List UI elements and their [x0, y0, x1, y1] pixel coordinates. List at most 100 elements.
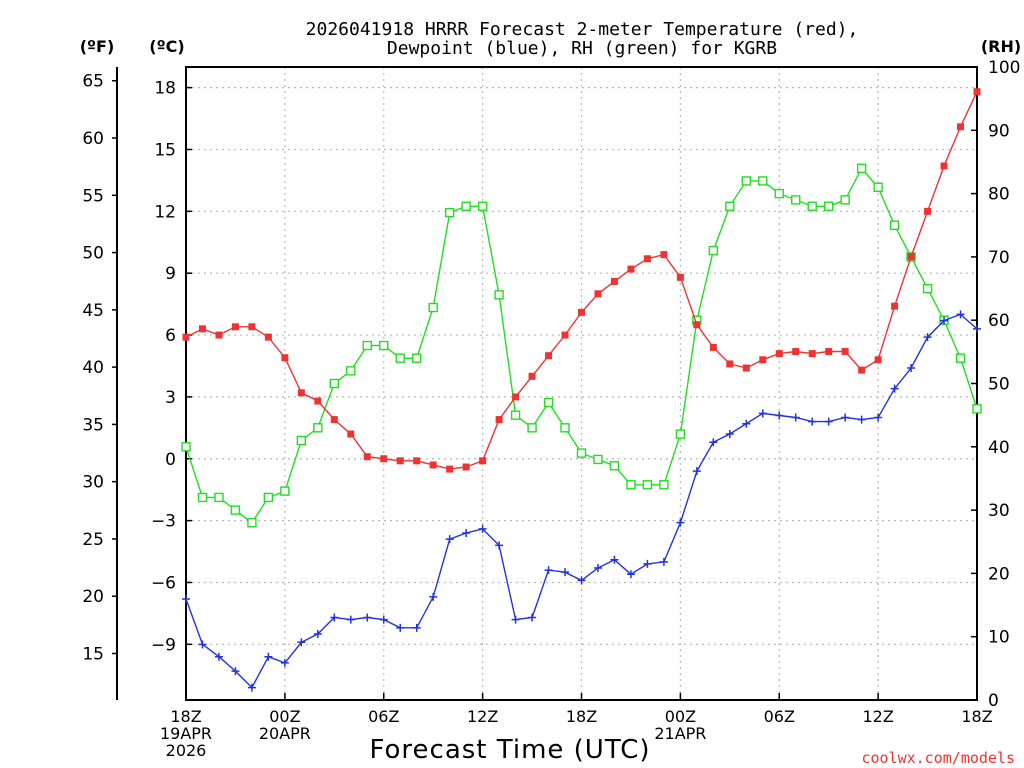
- temperature-point: [825, 348, 833, 356]
- fahrenheit-tick-label: 65: [82, 72, 104, 92]
- dewpoint-point: [808, 417, 817, 426]
- celsius-tick-label: 3: [165, 388, 176, 408]
- dewpoint-point: [824, 417, 833, 426]
- temperature-point: [957, 123, 965, 131]
- temperature-point: [610, 277, 618, 285]
- rh-unit-label: (RH): [981, 37, 1021, 56]
- rh-tick-label: 0: [988, 691, 999, 711]
- dewpoint-point: [956, 310, 965, 319]
- celsius-tick-label: −9: [151, 635, 176, 655]
- dewpoint-point: [692, 467, 701, 476]
- x-tick-label: 00Z: [665, 707, 696, 726]
- temperature-point: [495, 416, 503, 424]
- rh-ticks: 0 10 20 30 40 50 60 70 80 90 100: [971, 58, 1020, 711]
- temperature-line: [185, 91, 978, 470]
- fahrenheit-tick-label: 50: [82, 244, 104, 264]
- dewpoint-point: [330, 613, 339, 622]
- rh-point: [428, 302, 438, 313]
- celsius-tick-label: 12: [154, 202, 176, 222]
- rh-point: [576, 448, 587, 458]
- x-axis-label: Forecast Time (UTC): [369, 735, 650, 765]
- temperature-point: [512, 393, 520, 401]
- rh-point: [840, 195, 850, 205]
- temperature-point: [561, 331, 569, 339]
- x-tick-label: 06Z: [368, 707, 399, 726]
- rh-point: [280, 486, 290, 496]
- dewpoint-point: [791, 413, 800, 422]
- rh-point: [659, 480, 669, 490]
- fahrenheit-ticks: 15 20 25 30 35 40 45 50 55 60 65: [82, 72, 117, 664]
- temperature-point: [841, 348, 849, 356]
- rh-point: [395, 353, 405, 363]
- temperature-point: [808, 350, 816, 358]
- temperature-point: [429, 461, 437, 469]
- rh-tick-label: 20: [988, 564, 1010, 584]
- temperature-point: [907, 253, 915, 261]
- temperature-point: [248, 323, 256, 331]
- celsius-unit-label: (ºC): [149, 37, 184, 56]
- rh-point: [758, 176, 768, 186]
- dewpoint-point: [478, 524, 487, 533]
- temperature-point: [676, 273, 684, 281]
- dewpoint-point: [940, 316, 949, 325]
- rh-point: [807, 201, 817, 211]
- celsius-tick-label: 18: [154, 79, 176, 99]
- temperature-point: [924, 207, 932, 215]
- temperature-point: [775, 350, 783, 358]
- chart-title-line1: 2026041918 HRRR Forecast 2-meter Tempera…: [306, 19, 859, 40]
- temperature-point: [462, 463, 470, 471]
- rh-point: [543, 397, 554, 408]
- celsius-tick-label: 6: [165, 326, 176, 346]
- rh-point: [889, 220, 900, 230]
- dewpoint-point: [346, 615, 355, 624]
- dewpoint-point: [264, 652, 273, 661]
- temperature-point: [660, 251, 668, 259]
- dewpoint-point: [593, 564, 602, 573]
- dewpoint-point: [742, 419, 751, 428]
- celsius-tick-label: 15: [154, 140, 176, 160]
- temperature-point: [314, 397, 322, 405]
- series-rh: [181, 163, 982, 528]
- temperature-point: [627, 265, 635, 273]
- rh-point: [263, 492, 274, 503]
- dewpoint-point: [659, 557, 668, 566]
- dewpoint-point: [247, 683, 256, 692]
- temperature-point: [792, 348, 800, 356]
- fahrenheit-tick-label: 40: [82, 358, 104, 378]
- rh-point: [444, 207, 455, 218]
- rh-point: [362, 340, 372, 351]
- fahrenheit-tick-label: 25: [82, 530, 104, 550]
- dewpoint-point: [890, 384, 899, 393]
- temperature-point: [940, 162, 948, 170]
- dewpoint-point: [544, 566, 553, 575]
- dewpoint-point: [462, 528, 471, 537]
- rh-point: [791, 195, 801, 205]
- rh-tick-label: 100: [988, 58, 1020, 78]
- rh-point: [708, 245, 719, 256]
- x-tick-label: 12Z: [862, 707, 893, 726]
- rh-point: [774, 188, 784, 199]
- temperature-point: [297, 389, 305, 397]
- dewpoint-point: [725, 430, 734, 439]
- temperature-point: [281, 354, 289, 362]
- dewpoint-point: [495, 541, 504, 550]
- dewpoint-point: [907, 364, 916, 373]
- dewpoint-point: [396, 623, 405, 632]
- dewpoint-point: [610, 555, 619, 564]
- temperature-point: [594, 290, 602, 298]
- dewpoint-point: [528, 613, 537, 622]
- rh-point: [609, 461, 620, 471]
- rh-point: [873, 182, 883, 192]
- rh-point: [527, 423, 537, 433]
- rh-tick-label: 70: [988, 248, 1010, 268]
- rh-point: [461, 201, 471, 211]
- dewpoint-point: [923, 333, 932, 342]
- x-tick-label: 18Z: [566, 707, 597, 726]
- temperature-point: [380, 455, 388, 463]
- series-dewpoint: [182, 310, 981, 692]
- temperature-point: [726, 360, 734, 368]
- temperature-point: [528, 372, 536, 380]
- rh-point: [593, 454, 603, 465]
- temperature-point: [231, 323, 239, 331]
